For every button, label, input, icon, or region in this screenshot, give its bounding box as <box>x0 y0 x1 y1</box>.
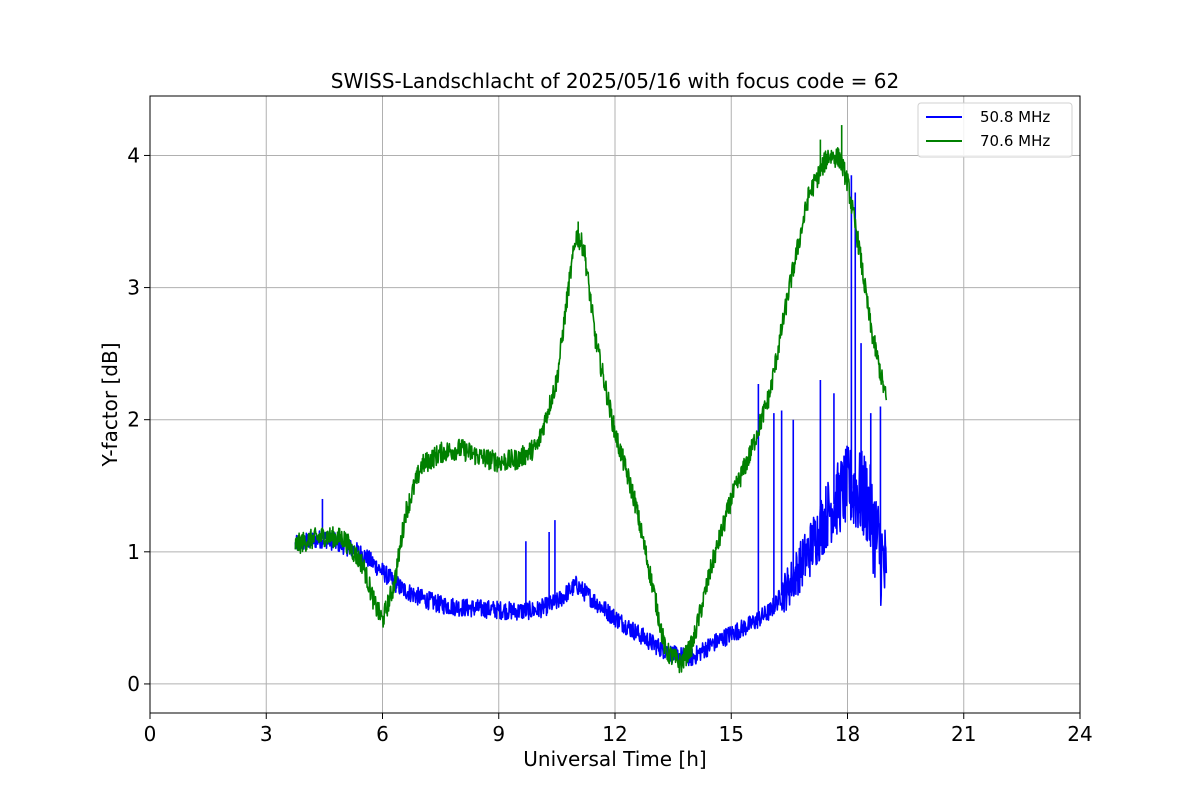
x-tick-label: 21 <box>951 722 976 746</box>
legend-label: 50.8 MHz <box>980 108 1050 126</box>
series-line <box>294 445 888 667</box>
y-tick-label: 4 <box>127 143 140 167</box>
x-tick-label: 6 <box>376 722 389 746</box>
x-axis: 0 3 6 9 12 15 18 21 24 <box>144 713 1093 746</box>
x-tick-label: 24 <box>1067 722 1092 746</box>
series-line <box>294 147 888 674</box>
x-tick-label: 12 <box>602 722 627 746</box>
series-layer <box>294 125 888 674</box>
chart-title: SWISS-Landschlacht of 2025/05/16 with fo… <box>331 69 899 93</box>
y-tick-label: 0 <box>127 672 140 696</box>
y-tick-label: 2 <box>127 408 140 432</box>
y-tick-label: 1 <box>127 540 140 564</box>
y-axis: 0 1 2 3 4 <box>127 143 150 696</box>
legend: 50.8 MHz 70.6 MHz <box>917 102 1073 158</box>
y-axis-label: Y-factor [dB] <box>98 342 122 467</box>
x-tick-label: 3 <box>260 722 273 746</box>
y-tick-label: 3 <box>127 276 140 300</box>
legend-label: 70.6 MHz <box>980 132 1050 150</box>
x-axis-label: Universal Time [h] <box>523 747 706 771</box>
x-tick-label: 9 <box>492 722 505 746</box>
x-tick-label: 15 <box>719 722 744 746</box>
x-tick-label: 18 <box>835 722 860 746</box>
x-tick-label: 0 <box>144 722 157 746</box>
